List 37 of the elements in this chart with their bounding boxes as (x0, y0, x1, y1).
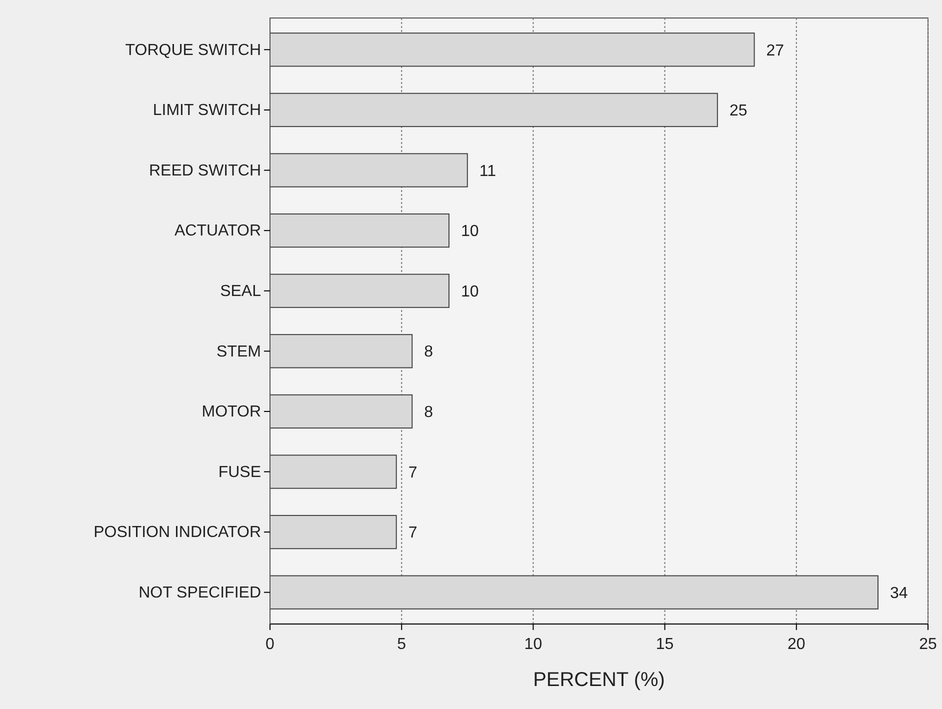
bar (270, 274, 450, 308)
annotation: 8 (424, 344, 434, 361)
x-tick-label: 20 (788, 636, 806, 653)
x-axis-title: PERCENT (%) (533, 669, 665, 691)
annotation: 11 (479, 162, 496, 180)
annotation: 10 (460, 223, 479, 240)
bar (270, 334, 413, 368)
x-tick-label: 5 (397, 636, 406, 653)
bar (270, 575, 878, 610)
y-tick-label: STEM (216, 343, 261, 360)
bar (270, 454, 397, 489)
bar (270, 394, 413, 429)
annotation: 7 (408, 464, 418, 482)
y-tick-label: FUSE (218, 464, 261, 481)
annotation: 7 (408, 524, 418, 542)
bar (270, 92, 718, 128)
annotation: 10 (460, 283, 479, 300)
x-tick-label: 10 (524, 636, 542, 653)
x-tick-label: 25 (919, 636, 937, 653)
y-tick-label: MOTOR (202, 404, 261, 421)
bar (270, 213, 450, 248)
bar (270, 153, 468, 188)
bar (270, 32, 755, 67)
x-tick-label: 15 (656, 636, 674, 653)
annotation: 27 (766, 42, 784, 60)
y-tick-label: ACTUATOR (174, 222, 261, 240)
annotation: 8 (424, 404, 434, 422)
y-tick-label: TORQUE SWITCH (125, 42, 261, 59)
x-tick-label: 0 (266, 636, 275, 653)
y-tick-label: NOT SPECIFIED (138, 584, 261, 602)
y-tick-label: POSITION INDICATOR (94, 524, 261, 542)
bar (270, 514, 397, 550)
y-tick-label: LIMIT SWITCH (152, 102, 261, 120)
annotation: 25 (729, 102, 748, 120)
y-tick-label: SEAL (220, 282, 262, 300)
annotation: 34 (890, 584, 908, 602)
y-tick-label: REED SWITCH (149, 162, 261, 180)
